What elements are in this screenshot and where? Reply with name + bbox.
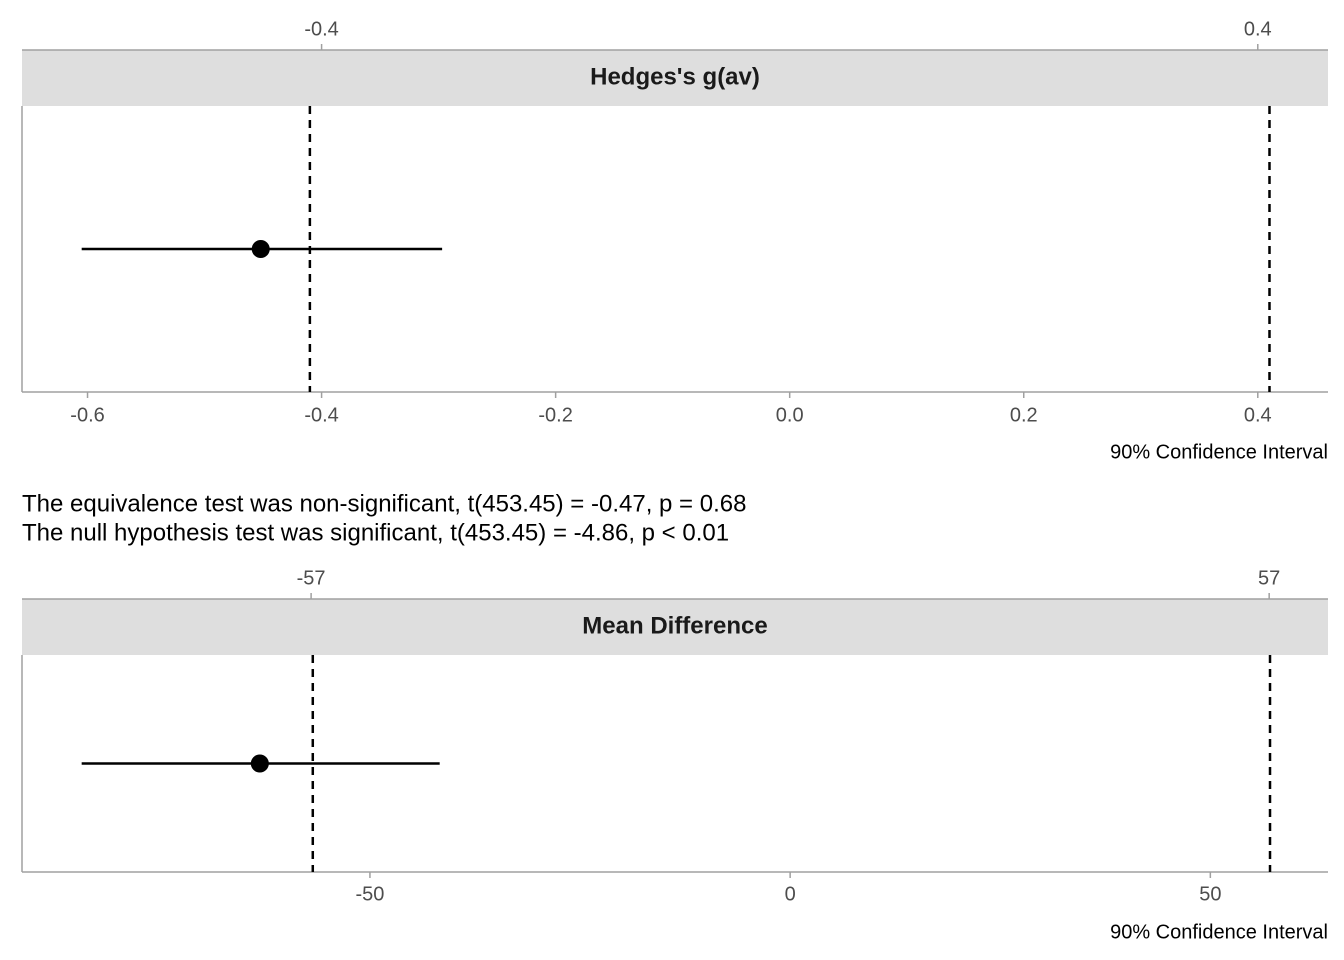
x-tick-label: -0.4 (304, 404, 338, 426)
x-tick-label: 0 (785, 883, 796, 905)
point-estimate (250, 754, 269, 773)
top-tick-label: -0.4 (304, 18, 338, 40)
top-tick-label: -57 (297, 567, 326, 589)
x-tick-label: 50 (1199, 883, 1221, 905)
panel-title: Hedges's g(av) (590, 63, 760, 90)
top-tick-label: 57 (1258, 567, 1280, 589)
point-estimate (251, 240, 270, 258)
strip-background (22, 50, 1328, 106)
x-tick-label: 0.4 (1244, 404, 1272, 426)
x-tick-label: 0.0 (776, 404, 804, 426)
x-tick-label: -0.2 (538, 404, 572, 426)
top-tick-label: 0.4 (1244, 18, 1272, 40)
x-axis-label: 90% Confidence Interval (1110, 921, 1328, 943)
panel-title: Mean Difference (582, 612, 767, 639)
x-tick-label: -0.6 (70, 404, 104, 426)
annotation: The null hypothesis test was significant… (22, 519, 729, 546)
x-tick-label: -50 (355, 883, 384, 905)
annotation: The equivalence test was non-significant… (22, 490, 746, 517)
x-axis-label: 90% Confidence Interval (1110, 441, 1328, 463)
x-tick-label: 0.2 (1010, 404, 1038, 426)
strip-background (22, 599, 1328, 655)
